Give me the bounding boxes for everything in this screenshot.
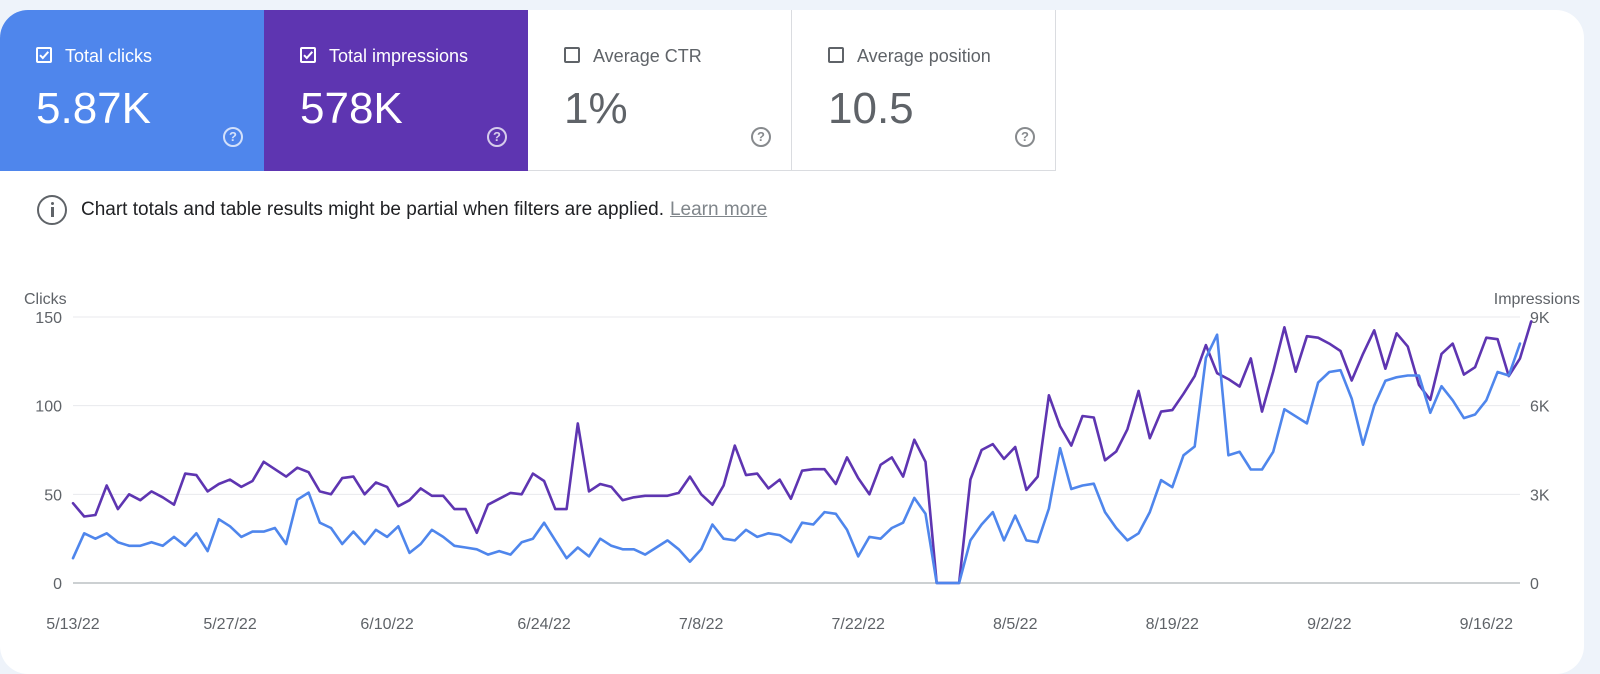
- y-right-axis-label: Impressions: [1494, 291, 1580, 308]
- y-right-tick-label: 9K: [1530, 310, 1550, 327]
- help-icon[interactable]: ?: [1015, 127, 1035, 147]
- metric-label: Total clicks: [65, 46, 153, 66]
- info-icon: [37, 195, 67, 225]
- y-right-tick-label: 6K: [1530, 399, 1550, 416]
- performance-chart: 0 0 50 3K 100 6K 150 9K Clicks Impressions 5/13/22…: [24, 291, 1580, 633]
- help-icon[interactable]: ?: [487, 127, 507, 147]
- checkbox-unchecked-icon[interactable]: [564, 47, 580, 63]
- metric-value: 1%: [564, 84, 628, 133]
- x-tick-label: 5/27/22: [203, 616, 256, 633]
- x-tick-label: 7/22/22: [831, 616, 884, 633]
- metric-value: 10.5: [828, 84, 914, 133]
- series-line-clicks: [71, 333, 1522, 585]
- metric-tile-total-impressions[interactable]: Total impressions 578K ?: [264, 10, 528, 171]
- metric-label: Average CTR: [593, 46, 702, 66]
- series-line-impressions: [71, 320, 1533, 585]
- metric-label: Average position: [857, 46, 991, 66]
- series-lines: [71, 320, 1533, 585]
- x-tick-label: 7/8/22: [679, 616, 724, 633]
- y-left-axis-label: Clicks: [24, 291, 67, 308]
- metric-tile-average-position[interactable]: Average position 10.5 ?: [792, 10, 1056, 171]
- x-tick-label: 9/16/22: [1460, 616, 1513, 633]
- performance-card: Total clicks 5.87K ? Total impressions 5…: [0, 10, 1584, 674]
- metric-tiles: Total clicks 5.87K ? Total impressions 5…: [0, 10, 1056, 171]
- metric-value: 5.87K: [36, 84, 151, 133]
- axis-labels: 0 0 50 3K 100 6K 150 9K Clicks Impressions 5/13/22…: [24, 291, 1580, 633]
- y-left-tick-label: 50: [44, 487, 62, 504]
- y-left-tick-label: 100: [35, 399, 62, 416]
- checkbox-checked-icon[interactable]: [36, 47, 52, 63]
- y-left-tick-label: 0: [53, 576, 62, 593]
- checkbox-checked-icon[interactable]: [300, 47, 316, 63]
- y-left-tick-label: 150: [35, 310, 62, 327]
- checkbox-unchecked-icon[interactable]: [828, 47, 844, 63]
- metric-tile-total-clicks[interactable]: Total clicks 5.87K ?: [0, 10, 264, 171]
- filter-notice: Chart totals and table results might be …: [37, 195, 767, 225]
- notice-text: Chart totals and table results might be …: [81, 199, 664, 220]
- x-tick-label: 9/2/22: [1307, 616, 1352, 633]
- metric-tile-average-ctr[interactable]: Average CTR 1% ?: [528, 10, 792, 171]
- x-tick-label: 5/13/22: [46, 616, 99, 633]
- y-right-tick-label: 3K: [1530, 487, 1550, 504]
- x-tick-label: 6/24/22: [517, 616, 570, 633]
- help-icon[interactable]: ?: [223, 127, 243, 147]
- help-icon[interactable]: ?: [751, 127, 771, 147]
- learn-more-link[interactable]: Learn more: [669, 199, 768, 220]
- x-tick-label: 8/5/22: [993, 616, 1038, 633]
- grid-lines: [73, 316, 1520, 584]
- x-tick-label: 8/19/22: [1146, 616, 1199, 633]
- metric-label: Total impressions: [329, 46, 469, 66]
- y-right-tick-label: 0: [1530, 576, 1539, 593]
- x-tick-label: 6/10/22: [360, 616, 413, 633]
- metric-value: 578K: [300, 84, 403, 133]
